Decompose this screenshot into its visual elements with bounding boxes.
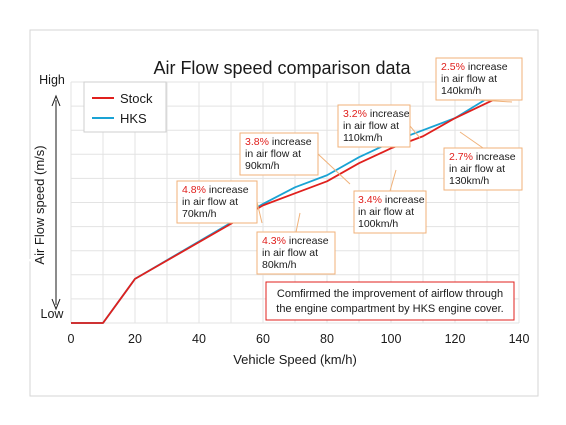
callout-percent: 4.3% [262,235,286,247]
legend-box [83,81,167,133]
y-tick-low: Low [41,307,65,321]
callout-line-2: in air flow at [441,73,497,85]
callout-line-3: 140km/h [441,85,481,97]
x-tick-label: 60 [256,332,270,346]
note-box [265,281,515,321]
series-line-stock [71,87,520,324]
callout-line-1: 2.5% increase [441,61,508,73]
x-tick-label: 20 [128,332,142,346]
callout-increase: increase [367,108,410,120]
callout-line-2: in air flow at [245,148,301,160]
x-axis-label: Vehicle Speed (km/h) [233,352,357,367]
legend-label-hks: HKS [120,111,147,126]
legend-label-stock: Stock [120,91,153,106]
callout-leader [459,131,484,149]
x-tick-label: 40 [192,332,206,346]
callout-box [176,180,258,224]
callout-leader [389,169,397,192]
callout-percent: 3.4% [358,194,382,206]
callout-line-2: in air flow at [262,247,318,259]
callout-percent: 4.8% [182,184,206,196]
callout-line-1: 4.8% increase [182,184,249,196]
callout-box [256,231,336,275]
callout-leader [409,125,421,139]
x-tick-label: 0 [68,332,75,346]
legend: Stock HKS [83,81,167,133]
callout-line-1: 4.3% increase [262,235,329,247]
callout-line-3: 110km/h [343,132,383,144]
callout-increase: increase [206,184,249,196]
callout-increase: increase [286,235,329,247]
callout-line-2: in air flow at [182,196,238,208]
callout-percent: 3.8% [245,136,269,148]
callout-box [239,132,319,176]
callout-leader [317,153,351,185]
x-tick-label: 100 [381,332,402,346]
callout-box [337,104,411,148]
y-tick-high: High [39,73,65,87]
callout-line-2: in air flow at [358,206,414,218]
x-tick-label: 140 [509,332,530,346]
callout-box [435,57,523,101]
y-axis-label: Air Flow speed (m/s) [32,145,47,264]
callout-box [353,190,427,234]
callout-leader [256,201,263,224]
callout-line-3: 90km/h [245,160,280,172]
callout-line-3: 130km/h [449,175,489,187]
chart-title: Air Flow speed comparison data [153,58,411,78]
callout-increase: increase [382,194,425,206]
x-tick-label: 120 [445,332,466,346]
callout-increase: increase [473,151,516,163]
series-lines [71,81,520,324]
callout-increase: increase [465,61,508,73]
note-line-2: the engine compartment by HKS engine cov… [276,303,503,315]
callout-percent: 2.5% [441,61,465,73]
note: Comfirmed the improvement of airflow thr… [265,281,515,321]
x-tick-label: 80 [320,332,334,346]
callout-leader [295,212,301,233]
callout-line-1: 2.7% increase [449,151,516,163]
callout-line-2: in air flow at [449,163,505,175]
callout-percent: 2.7% [449,151,473,163]
callout-line-1: 3.4% increase [358,194,425,206]
callout-line-3: 100km/h [358,218,398,230]
callout-line-1: 3.8% increase [245,136,312,148]
callout-line-3: 70km/h [182,208,217,220]
callout-line-3: 80km/h [262,259,297,271]
y-axis-arrow [51,94,61,311]
callout-line-2: in air flow at [343,120,399,132]
callout-increase: increase [269,136,312,148]
callout-box [443,147,523,191]
note-line-1: Comfirmed the improvement of airflow thr… [277,288,503,300]
x-ticks: 0 20 40 60 80 100 120 140 [68,332,530,346]
callout-percent: 3.2% [343,108,367,120]
callout-line-1: 3.2% increase [343,108,410,120]
